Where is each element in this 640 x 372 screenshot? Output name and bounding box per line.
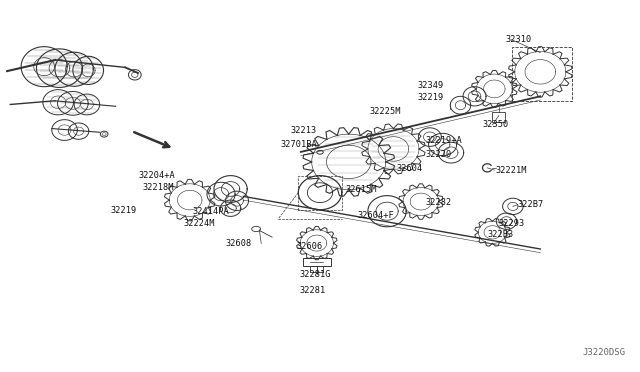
Text: 32615M: 32615M (346, 185, 377, 194)
Text: 32204+A: 32204+A (138, 171, 175, 180)
Text: 32350: 32350 (483, 121, 509, 129)
Text: 32218M: 32218M (143, 183, 174, 192)
Text: 32293: 32293 (499, 219, 525, 228)
Text: 32606: 32606 (296, 241, 323, 250)
Text: 32281G: 32281G (300, 270, 331, 279)
Text: 32221M: 32221M (495, 166, 527, 174)
Text: 322B3: 322B3 (487, 230, 513, 240)
Text: 32224M: 32224M (183, 219, 215, 228)
Text: 32219: 32219 (418, 93, 444, 102)
Text: 32349: 32349 (418, 81, 444, 90)
Text: 32608: 32608 (225, 239, 252, 248)
Text: 32213: 32213 (290, 126, 316, 135)
Text: 32310: 32310 (505, 35, 531, 44)
Text: 32282: 32282 (426, 198, 452, 207)
Text: J3220DSG: J3220DSG (582, 348, 625, 357)
Text: 32414PA: 32414PA (192, 207, 229, 216)
Text: 32281: 32281 (300, 286, 326, 295)
Text: 32219+A: 32219+A (426, 136, 462, 145)
Text: 32220: 32220 (426, 150, 452, 159)
Text: 32219: 32219 (111, 206, 137, 215)
Bar (492, 112, 505, 122)
Text: 32225M: 32225M (369, 108, 401, 116)
Text: 32701BA: 32701BA (280, 140, 317, 149)
Text: 32604+F: 32604+F (357, 211, 394, 220)
Text: 32604: 32604 (397, 164, 423, 173)
Text: 322B7: 322B7 (518, 200, 544, 209)
Bar (303, 257, 331, 266)
